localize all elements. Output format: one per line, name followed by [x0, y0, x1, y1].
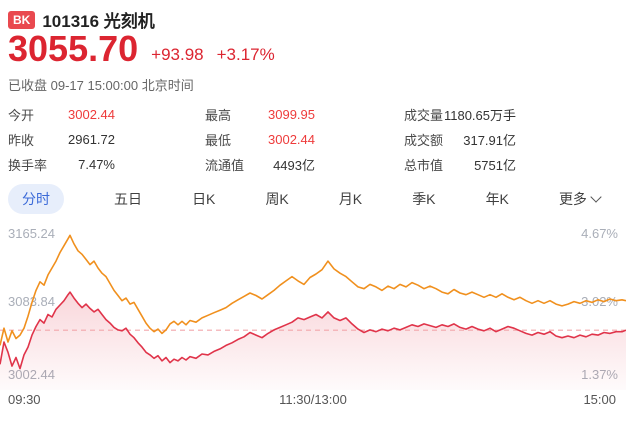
stat-value: 7.47% — [78, 157, 115, 172]
tab-label: 年K — [485, 190, 509, 207]
stat-label: 最低 — [205, 133, 232, 148]
y-axis-label-right-top: 4.67% — [581, 226, 618, 241]
stats-grid: 今开 3002.44 昨收 2961.72 换手率 7.47% 最高 3099.95 最低 300… — [0, 102, 626, 178]
stat-row-low: 最低 3002.44 — [205, 127, 315, 152]
current-price: 3055.70 — [8, 28, 139, 69]
tab-label: 周K — [265, 190, 289, 207]
tab-label: 季K — [412, 190, 436, 207]
stat-value: 3099.95 — [268, 107, 315, 122]
stat-label: 最高 — [205, 108, 232, 123]
stat-row-total-market-cap: 总市值 5751亿 — [404, 152, 516, 177]
stat-value: 3002.44 — [268, 132, 315, 147]
tab-label: 日K — [192, 190, 216, 207]
stats-column: 今开 3002.44 昨收 2961.72 换手率 7.47% — [8, 102, 115, 177]
stat-row-float-value: 流通值 4493亿 — [205, 152, 315, 177]
tab-label: 月K — [338, 190, 363, 207]
chart-canvas[interactable] — [0, 222, 626, 390]
tab-realtime[interactable]: 分时 — [8, 183, 64, 214]
tab-label: 分时 — [22, 190, 50, 207]
stat-label: 总市值 — [404, 158, 444, 173]
y-axis-label-right-mid: 3.02% — [581, 294, 618, 309]
stat-value: 317.91亿 — [463, 133, 516, 148]
stat-row-today-open: 今开 3002.44 — [8, 102, 115, 127]
leading-line — [0, 234, 626, 346]
tab-more[interactable]: 更多 — [558, 189, 602, 209]
intraday-chart[interactable]: 3165.24 3083.84 3002.44 4.67% 3.02% 1.37… — [0, 222, 626, 390]
stock-header: BK 101316 光刻机 — [8, 7, 155, 32]
stat-row-amount: 成交额 317.91亿 — [404, 127, 516, 152]
tab-label: 五日 — [114, 190, 143, 207]
stats-column: 成交量 1180.65万手成交额 317.91亿总市值 5751亿 — [404, 102, 516, 177]
chevron-down-icon — [590, 191, 602, 203]
y-axis-label-left-top: 3165.24 — [8, 226, 55, 241]
tab-yearly-k[interactable]: 年K — [486, 189, 509, 209]
stat-value: 2961.72 — [68, 132, 115, 147]
x-axis: 09:30 11:30/13:00 15:00 — [0, 392, 626, 408]
price-change: +93.98 — [151, 45, 204, 64]
chart-period-tabs: 分时 五日 日K 周K 月K 季K 年K 更多 — [0, 183, 626, 214]
stock-title: 101316 光刻机 — [42, 12, 155, 31]
stat-row-volume: 成交量 1180.65万手 — [404, 102, 516, 127]
stat-row-high: 最高 3099.95 — [205, 102, 315, 127]
stat-value: 5751亿 — [474, 158, 516, 173]
price-area-fill — [0, 292, 626, 390]
tab-quarterly-k[interactable]: 季K — [412, 189, 435, 209]
tab-weekly-k[interactable]: 周K — [265, 189, 288, 209]
stat-row-prev-close: 昨收 2961.72 — [8, 127, 115, 152]
stat-label: 成交额 — [404, 133, 444, 148]
stat-label: 成交量 — [404, 108, 444, 123]
tab-daily-k[interactable]: 日K — [192, 189, 215, 209]
stat-label: 换手率 — [8, 158, 48, 173]
x-axis-label-midday: 11:30/13:00 — [279, 392, 347, 407]
x-axis-label-open: 09:30 — [8, 392, 41, 407]
stat-label: 今开 — [8, 108, 35, 123]
tab-label: 更多 — [558, 190, 587, 207]
stat-label: 流通值 — [205, 158, 245, 173]
stat-value: 3002.44 — [68, 107, 115, 122]
tab-5day[interactable]: 五日 — [114, 189, 142, 209]
price-change-percent: +3.17% — [216, 45, 275, 64]
stat-label: 昨收 — [8, 133, 35, 148]
price-line — [0, 291, 626, 370]
price-block: 3055.70 +93.98 +3.17% — [8, 31, 275, 67]
stat-value: 1180.65万手 — [443, 108, 516, 123]
tab-monthly-k[interactable]: 月K — [339, 189, 362, 209]
market-status: 已收盘 09-17 15:00:00 北京时间 — [8, 78, 194, 93]
stat-value: 4493亿 — [273, 158, 315, 173]
stat-row-turnover-rate: 换手率 7.47% — [8, 152, 115, 177]
x-axis-label-close: 15:00 — [583, 392, 616, 407]
market-badge: BK — [8, 10, 36, 29]
stats-column: 最高 3099.95 最低 3002.44 流通值 4493亿 — [205, 102, 315, 177]
